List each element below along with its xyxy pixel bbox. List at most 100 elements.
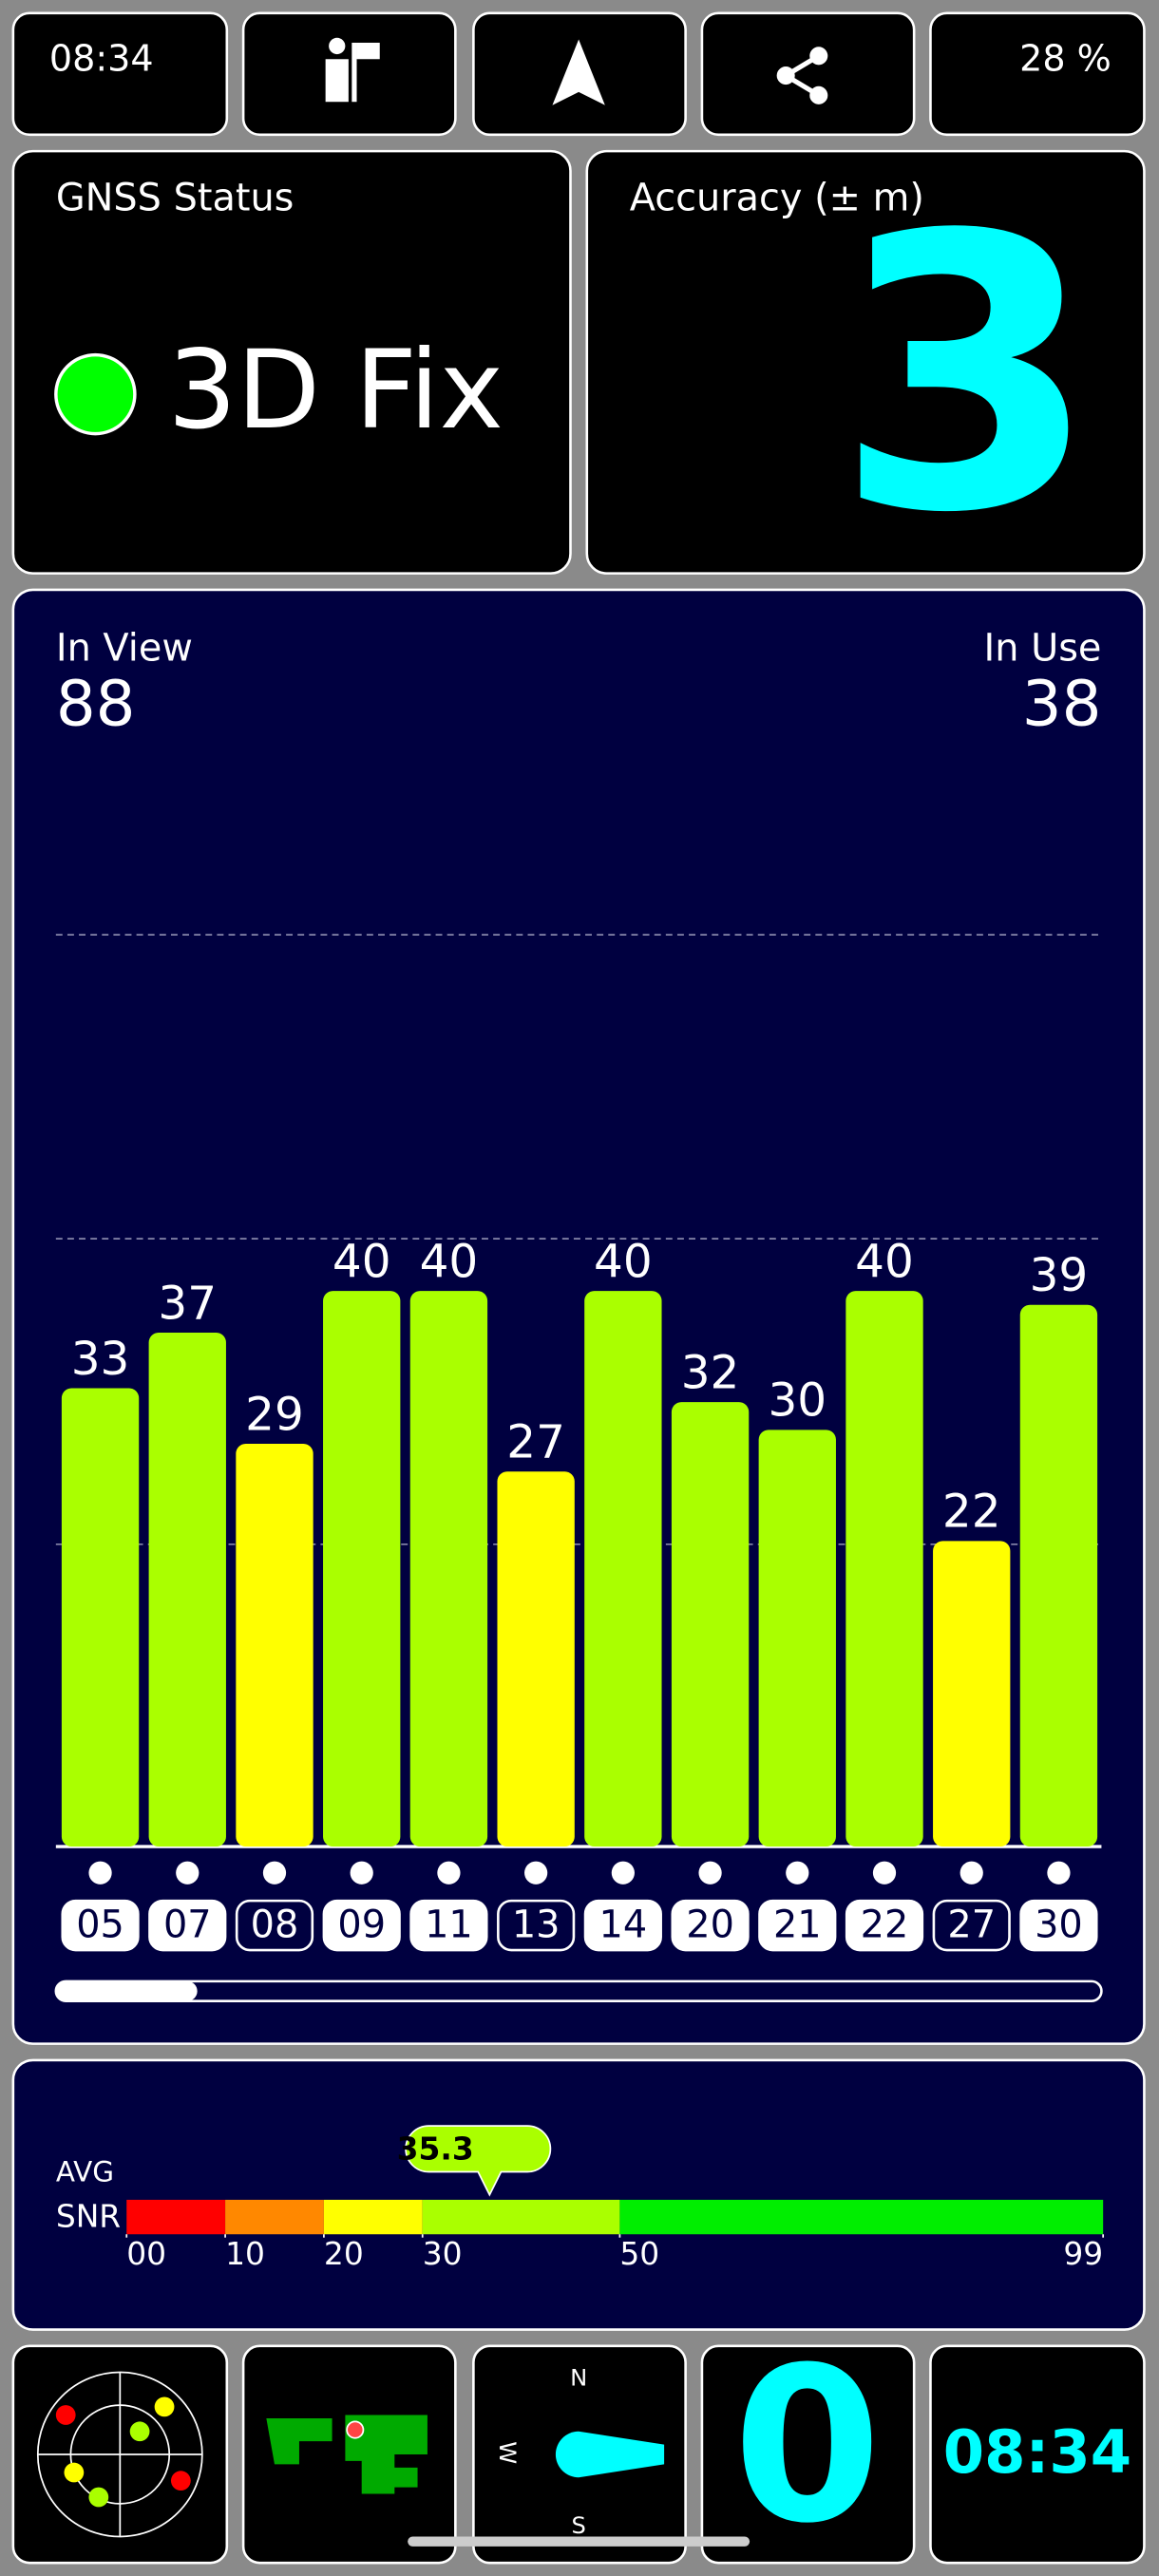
snr-segment <box>323 2199 423 2235</box>
snr-segment <box>126 2199 226 2235</box>
sat-id: 20 <box>686 1903 734 1946</box>
snr-tick-label: 30 <box>423 2235 463 2272</box>
bar <box>846 1291 923 1847</box>
sat-badge <box>758 1899 837 1952</box>
share-icon <box>776 47 828 104</box>
snr-label: SNR <box>56 2197 121 2234</box>
tile[interactable] <box>929 11 1146 137</box>
snr-label-top: AVG <box>56 2156 114 2188</box>
sat-badge <box>1019 1899 1098 1952</box>
snr-tick-label: 20 <box>324 2235 364 2272</box>
snr-segment <box>619 2199 1104 2235</box>
sat-id: 14 <box>599 1903 648 1946</box>
compass-w: W <box>494 2441 521 2464</box>
scroll-thumb[interactable] <box>55 1980 198 2001</box>
use-dot <box>611 1861 635 1885</box>
use-dot <box>960 1861 983 1885</box>
accuracy-panel <box>585 149 1146 575</box>
snr-tick-label: 50 <box>619 2235 659 2272</box>
bar-label: 22 <box>942 1486 1001 1539</box>
gnss-panel <box>11 149 572 575</box>
in-use-label: In Use <box>983 626 1101 670</box>
sat-badge <box>932 1899 1011 1952</box>
compass-n: N <box>570 2364 587 2391</box>
bar-label: 39 <box>1030 1249 1089 1302</box>
sat-badge <box>845 1899 924 1952</box>
status-tile <box>11 11 229 137</box>
sat-id: 30 <box>1035 1903 1083 1946</box>
bar-label: 40 <box>420 1235 479 1288</box>
bar-label: 33 <box>71 1333 130 1386</box>
grid <box>55 934 1102 1545</box>
sat-badge <box>61 1899 140 1952</box>
use-dot <box>786 1861 809 1885</box>
compass-s: S <box>571 2512 585 2539</box>
bar-label: 40 <box>855 1235 914 1288</box>
bar-label: 32 <box>681 1346 740 1399</box>
bar-label: 37 <box>158 1277 217 1330</box>
battery: 28 % <box>1019 38 1112 80</box>
snr-avg-label: 35.3 <box>397 2131 474 2168</box>
snr-tick-label: 00 <box>126 2235 166 2272</box>
fix-status: 3D Fix <box>168 327 504 453</box>
bar-label: 40 <box>594 1235 653 1288</box>
bar <box>409 1291 488 1847</box>
accuracy-value: 3 <box>835 156 1098 596</box>
bar <box>1019 1304 1098 1847</box>
location-marker <box>346 2420 365 2439</box>
radar-dots <box>55 2396 191 2508</box>
use-dot <box>88 1861 112 1885</box>
bar <box>497 1471 575 1847</box>
radar-icon <box>36 2371 203 2538</box>
guide-icon <box>325 37 380 103</box>
world-map <box>266 2415 428 2494</box>
sat-id: 21 <box>773 1903 822 1946</box>
sat-id: 27 <box>947 1903 996 1946</box>
in-use: 38 <box>1022 668 1102 741</box>
use-dot <box>1047 1861 1071 1885</box>
tile[interactable] <box>700 11 916 137</box>
bar-label: 40 <box>332 1235 391 1288</box>
sat-id: 13 <box>512 1903 560 1946</box>
bar <box>933 1541 1011 1847</box>
panel-label: Accuracy (± m) <box>630 177 924 220</box>
in-view: 88 <box>56 668 136 741</box>
panel-label: GNSS Status <box>56 177 294 220</box>
bar <box>61 1388 140 1847</box>
snr-tick-label: 10 <box>225 2235 265 2272</box>
compass-needle <box>555 2431 665 2478</box>
bar-label: 29 <box>245 1388 304 1441</box>
use-dot <box>524 1861 548 1885</box>
sat-badge <box>409 1899 488 1952</box>
speed: 0 <box>732 2321 882 2570</box>
sat-badge <box>148 1899 227 1952</box>
bar <box>584 1291 662 1847</box>
fix-indicator <box>54 352 137 436</box>
bar-label: 27 <box>506 1416 565 1469</box>
tile[interactable] <box>241 11 457 137</box>
clock-tile[interactable] <box>929 2344 1146 2565</box>
speed-tile[interactable] <box>700 2344 916 2565</box>
sat-badge <box>583 1899 662 1952</box>
sat-id: 08 <box>251 1903 299 1946</box>
use-dot <box>698 1861 722 1885</box>
sat-id: 22 <box>861 1903 909 1946</box>
clock: 08:34 <box>943 2417 1131 2487</box>
sat-id: 11 <box>425 1903 473 1946</box>
bar-label: 30 <box>768 1374 826 1428</box>
sat-badge <box>235 1899 314 1952</box>
sat-id: 09 <box>337 1903 386 1946</box>
snr-segment <box>422 2199 620 2235</box>
bar <box>758 1430 836 1847</box>
bar <box>671 1402 750 1847</box>
bar <box>323 1291 401 1847</box>
bar <box>236 1443 314 1847</box>
sat-badge <box>497 1899 576 1952</box>
status-time: 08:34 <box>49 38 154 80</box>
use-dot <box>437 1861 461 1885</box>
in-view-label: In View <box>56 626 193 670</box>
use-dot <box>872 1861 897 1885</box>
use-dot <box>350 1861 373 1885</box>
